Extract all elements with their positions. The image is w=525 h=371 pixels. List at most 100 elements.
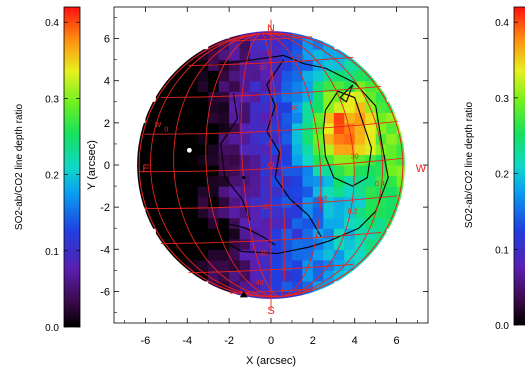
heatmap-pixel (386, 207, 398, 219)
heatmap-pixel (218, 270, 230, 282)
heatmap-pixel (323, 217, 335, 229)
heatmap-pixel (197, 175, 209, 187)
heatmap-pixel (312, 59, 324, 71)
axes-ticks: -6 -4 -2 0 2 4 6 -6 -4 -2 0 2 4 6 (100, 7, 428, 347)
heatmap-pixel (166, 154, 178, 166)
heatmap-pixel (260, 280, 272, 292)
lat-lon-grid (138, 19, 404, 311)
heatmap-pixel (271, 259, 283, 271)
heatmap-pixel (208, 196, 220, 208)
colorbar-tick-label: 0.0 (45, 323, 59, 334)
heatmap-pixel (291, 143, 303, 156)
heatmap-pixel (386, 165, 398, 177)
heatmap-pixel (333, 112, 345, 124)
heatmap-pixel (323, 238, 335, 250)
heatmap-pixel (260, 133, 272, 145)
heatmap-pixel (176, 154, 188, 166)
heatmap-pixel (271, 70, 283, 82)
x-tick-label: 0 (268, 335, 274, 347)
heatmap-pixel (218, 70, 230, 82)
heatmap-pixel (302, 270, 314, 282)
heatmap-pixel (271, 207, 283, 219)
heatmap-pixel (375, 91, 387, 103)
heatmap-pixel (208, 217, 220, 229)
heatmap-pixel (250, 38, 262, 50)
colorbar-right-gradient (513, 6, 525, 326)
heatmap-pixel (291, 291, 303, 299)
heatmap-pixel (166, 70, 178, 82)
heatmap-pixel (137, 165, 146, 177)
heatmap-pixel (218, 38, 230, 50)
heatmap-pixel (155, 143, 167, 156)
longitude-line (240, 32, 281, 298)
grid-label: -30 (258, 251, 268, 258)
heatmap-pixel (312, 49, 324, 61)
heatmap-pixel (344, 80, 356, 92)
heatmap-pixel (239, 112, 251, 124)
grid-label: 0 (267, 141, 271, 148)
heatmap-pixel (344, 59, 356, 71)
heatmap-pixel (197, 228, 209, 240)
heatmap-pixel (208, 101, 220, 113)
heatmap-pixel (187, 175, 199, 187)
heatmap-pixel (218, 101, 230, 113)
heatmap-pixel (281, 259, 293, 271)
heatmap-pixel (239, 175, 251, 187)
heatmap-pixel (155, 217, 167, 229)
heatmap-pixel (281, 175, 293, 187)
heatmap-pixel (323, 270, 335, 282)
heatmap-pixel (166, 101, 178, 113)
heatmap-pixel (312, 38, 324, 50)
grid-label: W (155, 122, 162, 129)
heatmap-pixel (260, 270, 272, 282)
heatmap-pixel (323, 228, 335, 240)
heatmap-pixel (187, 165, 199, 177)
heatmap-pixel (218, 228, 230, 240)
heatmap-pixel (271, 112, 283, 124)
heatmap-pixel (155, 133, 167, 145)
heatmap-pixel (250, 59, 262, 71)
heatmap-pixel (291, 207, 303, 219)
y-tick-label: -6 (100, 286, 110, 298)
heatmap-pixel (197, 154, 209, 166)
heatmap-pixel (166, 217, 178, 229)
heatmap-pixel (187, 238, 199, 250)
heatmap-pixel (260, 291, 272, 299)
heatmap-pixel (333, 143, 345, 156)
x-tick-label: -4 (182, 335, 192, 347)
heatmap-pixel (250, 270, 262, 282)
heatmap-pixel (271, 80, 283, 92)
heatmap-pixel (281, 80, 293, 92)
heatmap-pixel (302, 122, 314, 134)
heatmap-pixel (218, 249, 230, 261)
heatmap-pixel (176, 186, 188, 198)
heatmap-pixel (333, 49, 345, 61)
heatmap-pixel (239, 133, 251, 145)
heatmap-pixel (323, 112, 335, 124)
heatmap-pixel (354, 133, 366, 145)
heatmap-pixel (344, 186, 356, 198)
heatmap-pixel (260, 59, 272, 71)
heatmap-pixel (354, 217, 366, 229)
heatmap-pixel (344, 249, 356, 261)
heatmap-pixel (229, 186, 241, 198)
heatmap-pixel (250, 217, 262, 229)
heatmap-pixel (291, 59, 303, 71)
heatmap-pixel (271, 175, 283, 187)
heatmap-pixel (229, 249, 241, 261)
heatmap-pixel (239, 31, 251, 40)
heatmap-pixel (260, 196, 272, 208)
heatmap-pixel (344, 259, 356, 271)
heatmap-pixel (354, 228, 366, 240)
heatmap-pixel (239, 49, 251, 61)
colorbar-left-ticks: 0.0 0.1 0.2 0.3 0.4 (45, 18, 80, 334)
heatmap-pixel (197, 133, 209, 145)
heatmap-pixel (145, 207, 157, 219)
heatmap-pixel (386, 112, 398, 124)
heatmap-pixel (281, 143, 293, 156)
heatmap-pixel (229, 175, 241, 187)
heatmap-pixel (312, 196, 324, 208)
heatmap-pixel (323, 165, 335, 177)
